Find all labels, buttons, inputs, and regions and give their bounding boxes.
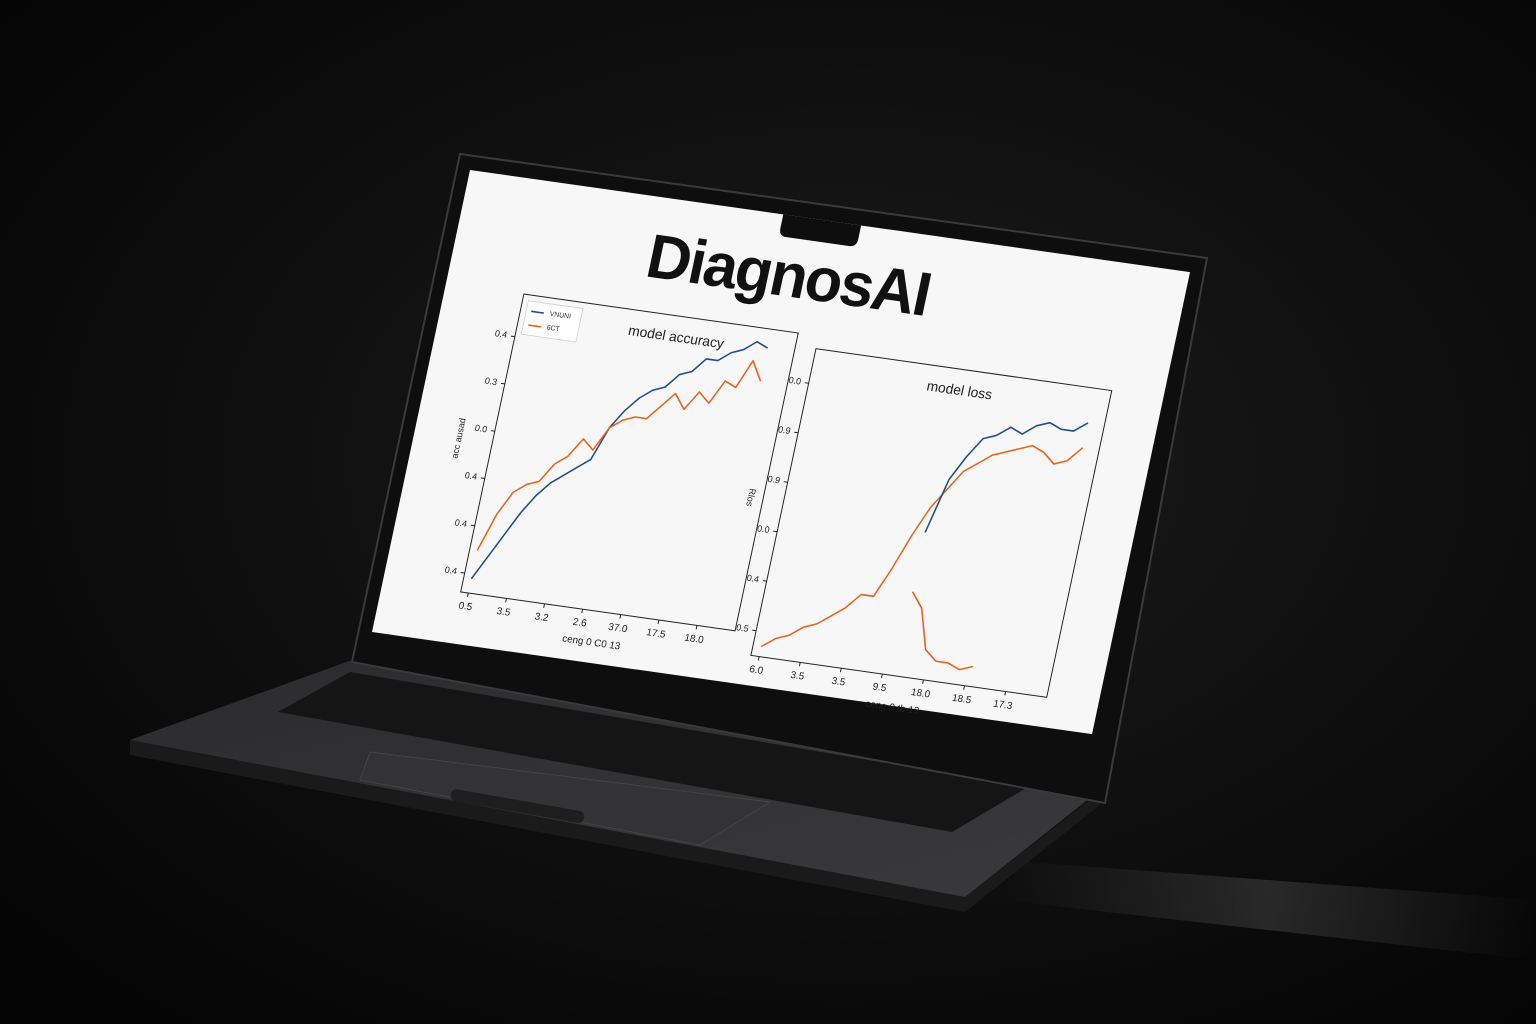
y-tick [500, 382, 505, 385]
y-tick [752, 629, 757, 632]
legend-box [520, 300, 584, 343]
x-tick [581, 609, 584, 614]
y-axis-label: Rlos [744, 488, 758, 508]
x-tick-label: 0.5 [457, 601, 473, 614]
legend-swatch [531, 310, 545, 314]
y-tick-label: 0.4 [746, 573, 760, 585]
x-tick-label: 3.5 [789, 670, 805, 683]
y-tick-label: 0.9 [777, 424, 791, 436]
y-tick [460, 571, 465, 574]
x-tick [963, 685, 966, 690]
plot-frame [460, 293, 799, 632]
trackpad [359, 751, 772, 846]
y-tick [480, 477, 485, 479]
x-tick-label: 9.5 [872, 682, 888, 695]
x-tick-label: 18.5 [951, 693, 973, 707]
y-tick [783, 481, 788, 483]
x-tick [543, 603, 546, 608]
x-tick [839, 668, 842, 673]
y-tick-label: 0.4 [494, 328, 508, 340]
x-tick [757, 656, 760, 661]
legend-label: 6CT [546, 325, 561, 334]
screen: DiagnosAI model accuracy0.40.40.40.00.30… [372, 170, 1191, 735]
y-tick-label: 0.0 [788, 375, 802, 387]
data-line [470, 340, 769, 580]
x-tick [619, 614, 622, 619]
x-tick-label: 2.6 [572, 617, 588, 630]
y-tick-label: 0.4 [454, 517, 468, 529]
x-tick-label: 3.5 [830, 676, 846, 689]
x-tick [798, 662, 801, 667]
y-tick-label: 0.3 [484, 376, 498, 388]
x-tick-label: 18.0 [683, 633, 705, 647]
floor-light [1000, 860, 1536, 960]
y-tick-label: 0.4 [464, 470, 478, 482]
x-tick [505, 598, 507, 603]
x-tick [881, 673, 883, 679]
y-tick [470, 524, 475, 527]
y-tick [762, 580, 767, 582]
y-tick [794, 431, 799, 434]
data-line [911, 591, 973, 671]
y-tick-label: 0.0 [756, 523, 770, 535]
y-tick [490, 430, 495, 432]
legend-swatch [528, 324, 542, 328]
keyboard [278, 672, 1028, 832]
x-tick [1004, 691, 1007, 696]
y-tick [773, 530, 778, 533]
y-tick [804, 382, 809, 384]
y-tick-label: 0.5 [735, 622, 749, 634]
x-tick [657, 619, 660, 625]
x-tick-label: 37.0 [607, 622, 629, 636]
y-tick [510, 335, 515, 338]
x-tick [466, 592, 469, 598]
x-tick-label: 17.5 [645, 627, 667, 641]
y-tick-label: 0.4 [444, 565, 458, 577]
x-tick-label: 6.0 [748, 664, 764, 677]
x-tick-label: 17.3 [992, 699, 1014, 713]
hinge-notch [450, 789, 585, 823]
data-line [924, 421, 1089, 533]
legend-label: VNUNI [549, 311, 572, 321]
data-line [760, 444, 1084, 648]
data-line [476, 359, 762, 551]
plot-frame [750, 348, 1113, 698]
x-tick-label: 3.5 [496, 606, 512, 619]
y-tick-label: 0.0 [474, 423, 488, 435]
x-tick-label: 18.0 [910, 687, 932, 701]
camera-notch [780, 214, 862, 247]
y-tick-label: 0.9 [767, 474, 781, 486]
x-tick [922, 679, 924, 684]
x-tick [695, 625, 698, 630]
x-tick-label: 3.2 [534, 611, 550, 624]
